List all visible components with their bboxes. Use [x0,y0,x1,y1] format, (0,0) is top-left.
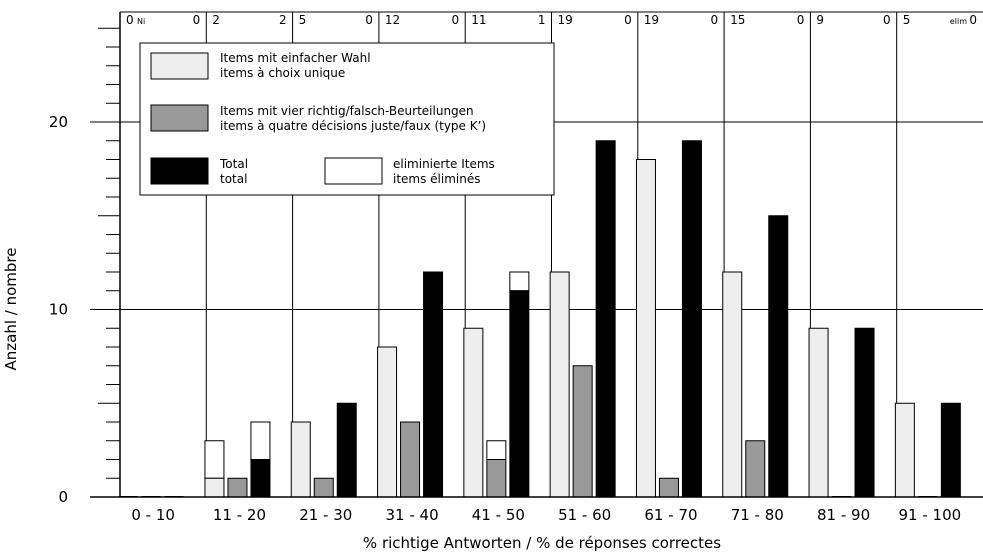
bar-k-type [486,459,507,498]
top-row-eliminated: 0 [797,13,805,27]
x-tick-label: 51 - 60 [558,506,611,524]
top-row-total: 11 [471,13,486,27]
x-tick-label: 71 - 80 [731,506,784,524]
legend-label-k-type-fr: items à quatre décisions juste/faux (typ… [220,119,486,133]
bars [118,140,961,498]
bar-single-choice [808,327,829,498]
bar-single-choice [463,327,484,498]
legend-label-single-choice-fr: items à choix unique [220,66,345,80]
bar-single-choice-eliminated [204,440,225,479]
bar-k-type-eliminated [486,440,507,460]
top-row-counts: 0 Ni 0 2 2 5 0 12 0 11 1 19 0 19 0 15 0 9 0 5 elim 0 [120,11,983,27]
y-tick-label: 0 [58,488,68,506]
top-row-eliminated: 0 [624,13,632,27]
top-row-total: 19 [644,13,659,27]
bar-single-choice [722,271,743,498]
legend-swatch-single-choice [150,52,209,80]
bar-single-choice [894,402,915,498]
top-row-eliminated: 0 [365,13,373,27]
x-tick-label: 31 - 40 [385,506,438,524]
bar-k-type [572,365,593,498]
bar-total [854,327,875,498]
top-row-total: 5 [903,13,911,27]
bar-k-type [658,477,679,498]
legend-swatch-total [150,157,209,185]
legend-label-eliminated-fr: items éliminés [393,172,481,186]
x-tick-label: 61 - 70 [644,506,697,524]
bar-total [336,402,357,498]
legend-label-single-choice-de: Items mit einfacher Wahl [220,51,371,65]
bar-total [423,271,444,498]
y-tick-label: 20 [49,113,68,131]
top-row-total: 0 [126,13,134,27]
bar-total-eliminated [250,421,271,460]
bar-single-choice [635,159,656,498]
bar-total-eliminated [509,271,530,292]
bar-total [940,402,961,498]
bar-total [768,215,789,498]
y-tick-label: 10 [49,301,68,319]
bar-total [509,290,530,498]
bar-single-choice [204,477,225,498]
top-row-eliminated: 0 [452,13,460,27]
x-tick-label: 41 - 50 [472,506,525,524]
x-tick-label: 21 - 30 [299,506,352,524]
legend-swatch-k-type [150,104,209,132]
top-row-eliminated: 0 [193,13,201,27]
legend: Items mit einfacher Wahl items à choix u… [139,42,555,196]
x-tick-label: 11 - 20 [213,506,266,524]
x-tick-label: 91 - 100 [899,506,962,524]
top-row-elim-label: elim [950,17,967,26]
bar-single-choice [377,346,398,498]
x-tick-label: 0 - 10 [131,506,175,524]
top-row-total: 5 [299,13,307,27]
top-row-ni-label: Ni [137,17,145,26]
top-row-total: 15 [730,13,745,27]
legend-swatch-eliminated [324,157,383,185]
bar-total [250,459,271,498]
top-row-eliminated: 1 [538,13,546,27]
legend-label-total-fr: total [220,172,247,186]
bar-total [595,140,616,498]
top-row-total: 19 [558,13,573,27]
bar-single-choice [290,421,311,498]
bar-total [681,140,702,498]
top-row-eliminated: 0 [969,13,977,27]
top-row-eliminated: 0 [710,13,718,27]
x-axis-label: % richtige Antworten / % de réponses cor… [363,534,721,552]
top-row-total: 2 [212,13,220,27]
bar-k-type [313,477,334,498]
top-row-total: 12 [385,13,400,27]
top-row-total: 9 [816,13,824,27]
top-row-eliminated: 2 [279,13,287,27]
bar-k-type [400,421,421,498]
bar-k-type [745,440,766,498]
bar-k-type [227,477,248,498]
legend-label-k-type-de: Items mit vier richtig/falsch-Beurteilun… [220,104,474,118]
y-axis-label: Anzahl / nombre [2,248,20,371]
legend-label-total-de: Total [219,157,248,171]
bar-single-choice [549,271,570,498]
legend-label-eliminated-de: eliminierte Items [393,157,495,171]
x-tick-label: 81 - 90 [817,506,870,524]
top-row-eliminated: 0 [883,13,891,27]
